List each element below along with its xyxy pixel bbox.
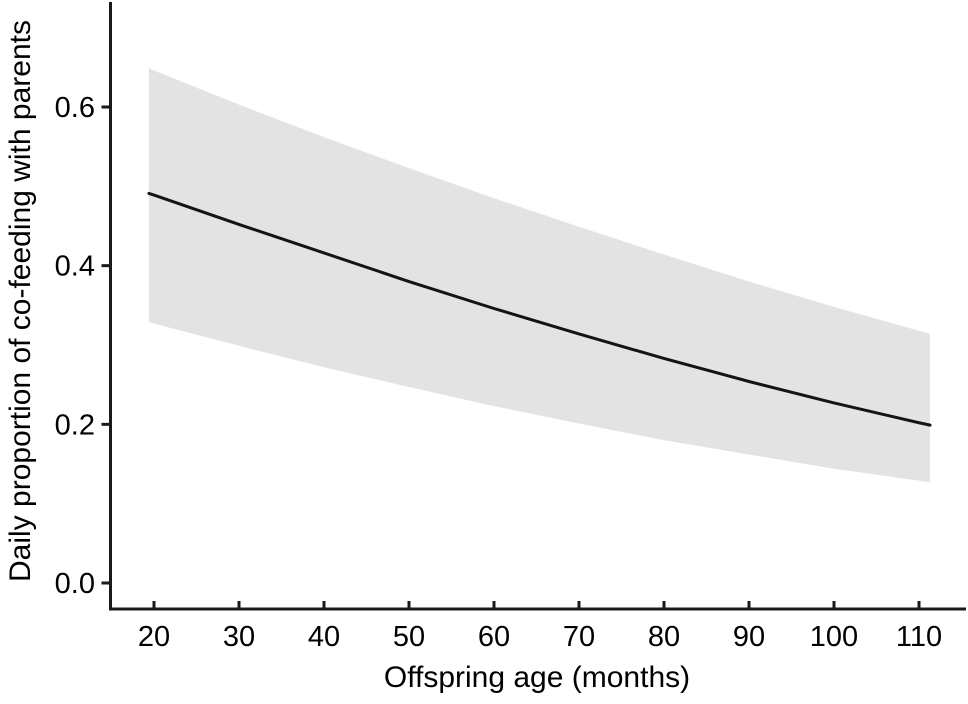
- mean-line: [147, 191, 932, 427]
- x-tick-label: 90: [733, 621, 765, 653]
- x-tick-label: 60: [478, 621, 510, 653]
- y-axis-title: Daily proportion of co-feeding with pare…: [4, 20, 37, 582]
- y-tick-label: 0.0: [55, 568, 95, 600]
- x-tick-label: 50: [393, 621, 425, 653]
- x-tick-label: 100: [810, 621, 858, 653]
- confidence-band: [148, 68, 931, 483]
- x-tick-label: 20: [138, 621, 170, 653]
- x-tick-label: 30: [223, 621, 255, 653]
- x-tick-label: 110: [896, 621, 942, 653]
- x-tick-label: 70: [563, 621, 595, 653]
- x-axis-title: Offspring age (months): [383, 661, 691, 694]
- x-tick-label: 40: [308, 621, 340, 653]
- y-tick-label: 0.6: [55, 92, 95, 124]
- y-tick-label: 0.2: [55, 409, 95, 441]
- x-tick-label: 80: [648, 621, 680, 653]
- y-tick-label: 0.4: [55, 251, 95, 283]
